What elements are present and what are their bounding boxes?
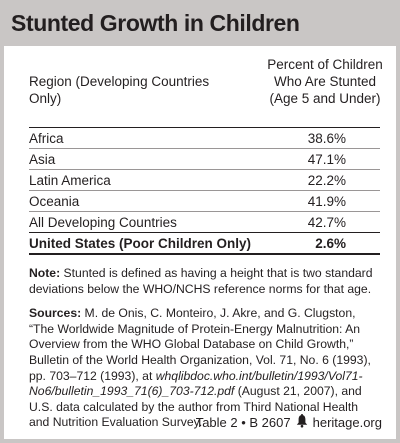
header-rule xyxy=(29,127,380,128)
column-header-percent: Percent of Children Who Are Stunted (Age… xyxy=(267,57,383,106)
sources-paragraph: Sources: M. de Onis, C. Monteiro, J. Akr… xyxy=(29,306,380,431)
table-row: All Developing Countries 42.7% xyxy=(29,212,380,233)
source-url: whqlibdoc.who.int/bulletin/1993/Vol71-No… xyxy=(29,368,363,399)
percent-cell: 41.9% xyxy=(307,194,346,209)
note-label: Note: xyxy=(29,266,61,280)
sources-text: M. de Onis, C. Monteiro, J. Akre, and G.… xyxy=(29,306,371,383)
title-bar: Stunted Growth in Children xyxy=(0,0,400,46)
table-header: Region (Developing Countries Only) Perce… xyxy=(29,56,383,122)
table-row: Latin America 22.2% xyxy=(29,170,380,191)
table-row: Africa 38.6% xyxy=(29,128,380,149)
region-cell: Africa xyxy=(29,131,64,146)
region-cell: All Developing Countries xyxy=(29,215,177,230)
percent-cell: 2.6% xyxy=(315,236,346,251)
percent-cell: 42.7% xyxy=(307,215,346,230)
notes-section: Note: Stunted is defined as having a hei… xyxy=(4,255,396,431)
liberty-bell-icon xyxy=(295,414,309,431)
percent-cell: 47.1% xyxy=(307,152,346,167)
percent-cell: 38.6% xyxy=(307,131,346,146)
note-text: Stunted is defined as having a height th… xyxy=(29,266,373,296)
region-cell: United States (Poor Children Only) xyxy=(29,236,252,251)
region-cell: Latin America xyxy=(29,173,111,188)
page-title: Stunted Growth in Children xyxy=(11,10,300,36)
table-reference: Table 2 • B 2607 xyxy=(195,415,291,430)
table-row: Asia 47.1% xyxy=(29,149,380,170)
percent-cell: 22.2% xyxy=(307,173,346,188)
us-row: United States (Poor Children Only) 2.6% xyxy=(29,233,380,255)
column-header-region: Region (Developing Countries Only) xyxy=(29,74,210,106)
footer: Table 2 • B 2607 heritage.org xyxy=(196,414,382,431)
heritage-link[interactable]: heritage.org xyxy=(312,415,382,430)
data-table: Region (Developing Countries Only) Perce… xyxy=(4,46,396,255)
table-row: Oceania 41.9% xyxy=(29,191,380,212)
region-cell: Asia xyxy=(29,152,56,167)
note-paragraph: Note: Stunted is defined as having a hei… xyxy=(29,266,380,297)
region-cell: Oceania xyxy=(29,194,80,209)
sources-text-end: (August 21, 2007), and U.S. data calcula… xyxy=(29,384,362,430)
sources-label: Sources: xyxy=(29,306,82,321)
